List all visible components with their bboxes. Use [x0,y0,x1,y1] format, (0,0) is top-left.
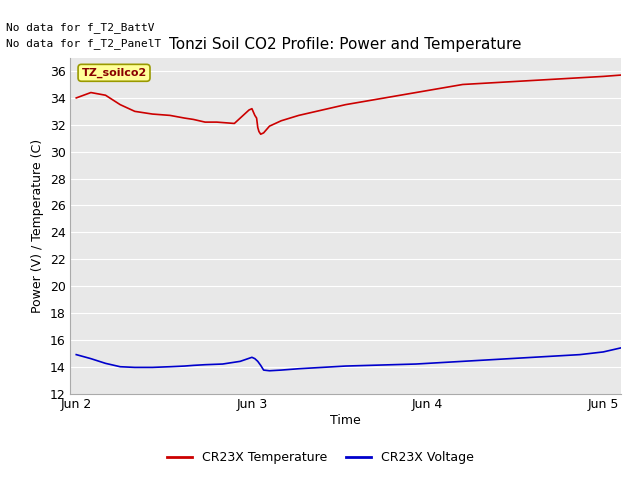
CR23X Voltage [257,362,264,368]
CR23X Temperature [248,106,256,111]
CR23X Voltage [87,356,95,361]
X-axis label: Time: Time [330,414,361,427]
CR23X Voltage [529,354,537,360]
CR23X Temperature [195,118,203,124]
CR23X Voltage [219,361,227,367]
CR23X Temperature [552,76,560,82]
CR23X Voltage [260,367,268,373]
CR23X Voltage [116,364,124,370]
Text: No data for f_T2_BattV: No data for f_T2_BattV [6,22,155,33]
CR23X Voltage [189,362,197,368]
CR23X Voltage [248,354,256,360]
CR23X Voltage [102,360,109,366]
CR23X Voltage [318,364,326,370]
CR23X Voltage [72,352,80,358]
CR23X Temperature [116,102,124,108]
CR23X Temperature [260,130,268,136]
CR23X Voltage [576,352,584,358]
CR23X Voltage [552,353,560,359]
CR23X Voltage [148,364,156,370]
CR23X Voltage [506,356,513,361]
CR23X Voltage [342,363,349,369]
CR23X Temperature [180,115,188,121]
CR23X Voltage [251,356,259,361]
CR23X Temperature [435,85,443,91]
Text: No data for f_T2_PanelT: No data for f_T2_PanelT [6,38,162,49]
CR23X Temperature [342,102,349,108]
CR23X Temperature [213,119,221,125]
Title: Tonzi Soil CO2 Profile: Power and Temperature: Tonzi Soil CO2 Profile: Power and Temper… [170,37,522,52]
CR23X Voltage [600,349,607,355]
CR23X Temperature [529,78,537,84]
Legend: CR23X Temperature, CR23X Voltage: CR23X Temperature, CR23X Voltage [161,446,479,469]
CR23X Temperature [459,82,467,87]
CR23X Temperature [251,112,259,118]
CR23X Temperature [506,79,513,84]
CR23X Temperature [388,94,396,99]
CR23X Voltage [166,364,174,370]
CR23X Temperature [600,73,607,79]
CR23X Temperature [277,118,285,124]
CR23X Voltage [236,359,244,364]
CR23X Temperature [318,107,326,113]
CR23X Voltage [254,359,262,364]
Text: TZ_soilco2: TZ_soilco2 [81,68,147,78]
CR23X Temperature [189,117,197,122]
CR23X Voltage [459,359,467,364]
CR23X Voltage [388,362,396,368]
CR23X Temperature [245,107,253,113]
CR23X Temperature [295,112,303,118]
CR23X Temperature [483,80,490,86]
Line: CR23X Temperature: CR23X Temperature [76,75,621,134]
CR23X Voltage [435,360,443,366]
CR23X Voltage [412,361,420,367]
CR23X Temperature [148,111,156,117]
CR23X Temperature [239,112,247,118]
CR23X Temperature [266,123,273,129]
CR23X Voltage [266,368,273,373]
CR23X Temperature [87,90,95,96]
CR23X Temperature [166,112,174,118]
CR23X Voltage [131,364,139,370]
CR23X Temperature [254,125,262,131]
CR23X Voltage [617,345,625,351]
CR23X Temperature [253,115,260,121]
CR23X Temperature [102,92,109,98]
CR23X Voltage [277,367,285,373]
Y-axis label: Power (V) / Temperature (C): Power (V) / Temperature (C) [31,139,44,312]
CR23X Voltage [201,362,209,368]
CR23X Temperature [412,90,420,96]
CR23X Temperature [365,98,373,104]
CR23X Temperature [201,119,209,125]
CR23X Temperature [255,129,263,134]
Line: CR23X Voltage: CR23X Voltage [76,348,621,371]
CR23X Voltage [180,363,188,369]
CR23X Temperature [72,95,80,101]
CR23X Voltage [365,362,373,368]
CR23X Temperature [230,120,238,126]
CR23X Temperature [617,72,625,78]
CR23X Temperature [257,132,264,137]
CR23X Voltage [295,366,303,372]
CR23X Temperature [576,75,584,81]
CR23X Temperature [131,108,139,114]
CR23X Voltage [483,357,490,363]
